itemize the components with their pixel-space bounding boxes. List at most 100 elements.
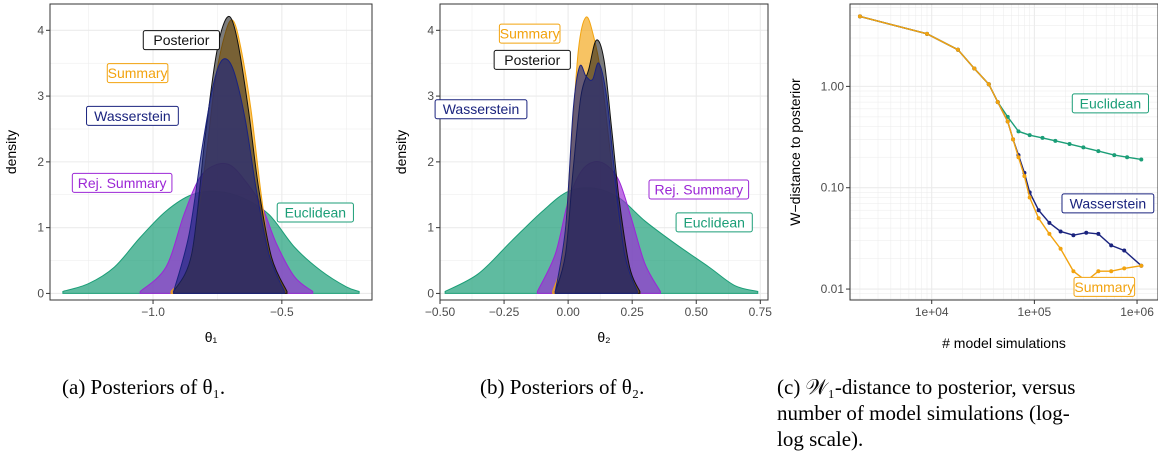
label-box: [1073, 276, 1136, 297]
label-text: Summary: [108, 65, 168, 81]
y-tick-label: 3: [427, 89, 434, 103]
point-euclidean: [1005, 114, 1010, 119]
label-box: [434, 99, 528, 120]
label-text: Euclidean: [1080, 95, 1142, 111]
label-text: Summary: [1074, 279, 1134, 295]
plot-background: [850, 4, 1158, 300]
point-wasserstein: [1071, 233, 1076, 238]
label-text: Wasserstein: [1070, 195, 1147, 211]
y-axis-label: density: [393, 130, 409, 174]
series-label-wasserstein: Wasserstein: [434, 99, 528, 120]
point-wasserstein: [1109, 243, 1114, 248]
series-label-posterior: Posterior: [493, 49, 571, 70]
x-tick-label: 0.25: [621, 305, 645, 319]
panel-b-theta2-density: −0.50 −0.25 0.00 0.25 0.50 0.75 0 1 2 3 4 Summary Po…: [393, 3, 773, 345]
plot-border: [849, 3, 1158, 301]
series-label-euclidean: Euclidean: [1071, 93, 1149, 114]
x-tick-label: 0.00: [556, 305, 580, 319]
point-euclidean: [1112, 153, 1117, 158]
series-label-wasserstein: Wasserstein: [86, 105, 179, 126]
x-tick-label: 0.50: [685, 305, 709, 319]
point-euclidean: [1125, 155, 1130, 160]
y-tick-label: 1: [37, 221, 44, 235]
figure-canvas: −1.0 −0.501234PosteriorSummaryWasserstein…: [3, 3, 1158, 351]
x-tick-label: −1.0: [141, 305, 165, 319]
y-tick-label: 4: [427, 23, 434, 37]
series-label-posterior: Posterior: [142, 30, 220, 51]
label-text: Wasserstein: [443, 101, 520, 117]
point-summary: [857, 14, 862, 19]
label-box: [1071, 93, 1149, 114]
x-axis-label: # model simulations: [942, 335, 1066, 351]
point-wasserstein: [1036, 208, 1041, 213]
label-box: [675, 212, 753, 233]
x-tick-label: 1e+06: [1120, 305, 1154, 319]
point-wasserstein: [1096, 231, 1101, 236]
y-axis-label: W−distance to posterior: [787, 78, 803, 226]
x-tick-label: 0.75: [749, 305, 773, 319]
label-box: [86, 105, 179, 126]
y-tick-label: 0.01: [821, 282, 845, 296]
panel-a-theta1-density: −1.0 −0.5 0 1 2 3 4 Posterior Summary Wasserstein…: [3, 3, 373, 345]
point-summary: [1011, 137, 1016, 142]
series-group: [444, 16, 759, 294]
label-text: Wasserstein: [94, 108, 171, 124]
series-label-summary: Summary: [498, 23, 561, 44]
y-axis-label: density: [3, 130, 19, 174]
point-euclidean: [1027, 133, 1032, 138]
point-euclidean: [1040, 135, 1045, 140]
point-summary: [1109, 269, 1114, 274]
x-tick-label: 1e+04: [915, 305, 949, 319]
caption-c-line3: log scale).: [777, 427, 864, 451]
point-summary: [972, 66, 977, 71]
series-group: [857, 14, 1144, 284]
point-wasserstein: [1058, 229, 1063, 234]
y-tick-label: 1.00: [821, 79, 845, 93]
x-tick-label: −0.50: [425, 305, 456, 319]
point-wasserstein: [1122, 248, 1127, 253]
point-euclidean: [1053, 138, 1058, 143]
point-summary: [995, 100, 1000, 105]
point-summary: [1122, 266, 1127, 271]
label-box: [71, 172, 173, 193]
series-label-euclidean: Euclidean: [276, 202, 354, 223]
point-euclidean: [1067, 142, 1072, 147]
series-label-summary: Summary: [106, 63, 169, 84]
label-box: [276, 202, 354, 223]
x-tick-label: −0.5: [270, 305, 294, 319]
line-summary: [859, 15, 1142, 282]
point-summary: [1139, 263, 1144, 268]
label-text: Rej. Summary: [78, 175, 167, 191]
point-summary: [925, 31, 930, 36]
y-tick-label: 2: [37, 155, 44, 169]
x-tick-label: 1e+05: [1018, 305, 1052, 319]
point-wasserstein: [1084, 230, 1089, 235]
point-summary: [1005, 119, 1010, 124]
y-tick-label: 4: [37, 23, 44, 37]
label-text: Euclidean: [683, 214, 745, 230]
major-gridlines: [850, 4, 1158, 300]
y-tick-label: 0: [37, 286, 44, 300]
caption-c-line1: (c) 𝒲₁-distance to posterior, versus: [777, 375, 1076, 399]
point-summary: [1036, 216, 1041, 221]
label-text: Posterior: [153, 32, 209, 48]
caption-b: (b) Posteriors of θ₂.: [480, 375, 645, 399]
point-summary: [986, 82, 991, 87]
x-axis-label: θ₂: [597, 329, 610, 345]
series-label-summary: Summary: [1073, 276, 1136, 297]
minor-gridlines: [850, 4, 1158, 300]
label-text: Rej. Summary: [654, 181, 743, 197]
caption-c-line2: number of model simulations (log-: [777, 401, 1070, 425]
point-euclidean: [1081, 145, 1086, 150]
label-box: [648, 179, 750, 200]
y-tick-label: 3: [37, 89, 44, 103]
density-wasserstein: [554, 62, 638, 294]
x-axis-label: θ₁: [205, 329, 218, 345]
point-summary: [955, 47, 960, 52]
label-text: Euclidean: [285, 205, 347, 221]
y-tick-label: 0.10: [821, 181, 845, 195]
point-summary: [1071, 269, 1076, 274]
point-euclidean: [1139, 157, 1144, 162]
point-summary: [1016, 155, 1021, 160]
label-text: Summary: [500, 26, 560, 42]
